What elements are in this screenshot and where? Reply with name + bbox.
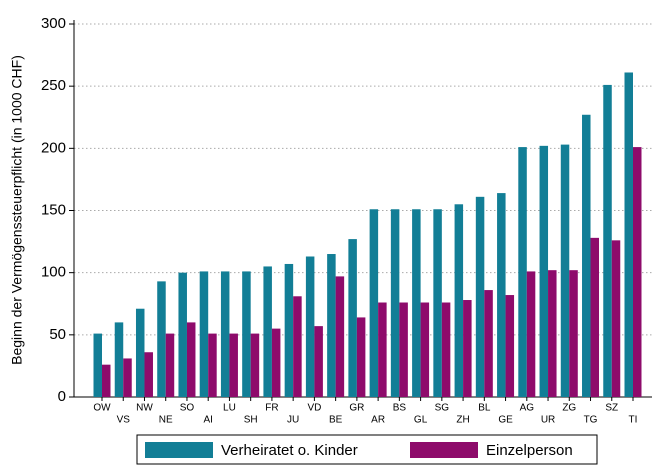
- y-tick-label: 100: [41, 264, 66, 281]
- bar: [497, 193, 506, 397]
- x-tick-label: SG: [435, 403, 450, 414]
- bar: [518, 147, 527, 397]
- x-tick-label: TI: [629, 415, 638, 426]
- bar: [144, 352, 153, 397]
- bar: [475, 196, 485, 397]
- bar: [441, 302, 451, 397]
- x-tick-label: BS: [393, 403, 407, 414]
- x-tick-label: TG: [584, 415, 598, 426]
- x-tick-label: VS: [117, 415, 131, 426]
- bar: [327, 254, 336, 397]
- bar: [263, 266, 272, 397]
- x-tick-label: FR: [265, 403, 278, 414]
- x-tick-label: GR: [349, 403, 364, 414]
- x-tick-label: JU: [287, 415, 299, 426]
- bar: [611, 240, 621, 397]
- bar: [229, 333, 238, 397]
- x-tick-label: OW: [93, 403, 111, 414]
- bar: [539, 145, 549, 397]
- bar: [123, 358, 132, 397]
- bar: [242, 271, 251, 397]
- y-tick-label: 0: [58, 388, 66, 405]
- bar: [582, 114, 591, 397]
- bar: [412, 209, 421, 397]
- x-tick-label: BE: [329, 415, 343, 426]
- x-tick-label: NE: [159, 415, 173, 426]
- y-tick-label: 150: [41, 201, 66, 218]
- bar: [157, 281, 166, 397]
- bar: [284, 263, 294, 397]
- x-tick-label: AI: [203, 415, 212, 426]
- x-tick-label: UR: [541, 415, 555, 426]
- bar: [356, 317, 366, 397]
- bar: [505, 295, 515, 397]
- bar: [335, 276, 345, 397]
- bar: [590, 237, 600, 397]
- x-tick-label: AR: [371, 415, 385, 426]
- bar: [114, 322, 124, 397]
- bar: [135, 308, 145, 397]
- bar: [390, 209, 400, 397]
- bar: [378, 302, 387, 397]
- bar: [271, 328, 281, 397]
- x-tick-label: ZH: [456, 415, 469, 426]
- x-tick-label: GE: [498, 415, 513, 426]
- bar: [603, 84, 612, 397]
- bar: [165, 333, 175, 397]
- x-tick-label: ZG: [562, 403, 576, 414]
- y-axis-label: Beginn der Vermögenssteuerpflicht (in 10…: [9, 55, 25, 365]
- y-tick-label: 200: [41, 139, 66, 156]
- legend-box: [136, 434, 598, 465]
- bar: [348, 239, 357, 397]
- x-tick-label: SO: [180, 403, 195, 414]
- legend-label: Einzelperson: [486, 442, 573, 459]
- y-tick-label: 300: [41, 15, 66, 32]
- legend-swatch: [145, 442, 213, 458]
- x-tick-label: AG: [520, 403, 535, 414]
- bar: [399, 302, 408, 397]
- bar: [463, 300, 472, 397]
- bar: [220, 271, 230, 397]
- bar: [199, 271, 209, 397]
- x-tick-label: SH: [244, 415, 258, 426]
- x-tick-label: BL: [478, 403, 491, 414]
- bar: [305, 256, 315, 397]
- bar: [250, 333, 260, 397]
- x-tick-label: NW: [136, 403, 153, 414]
- bar: [102, 364, 111, 397]
- bar: [420, 302, 430, 397]
- bar: [178, 272, 187, 397]
- bar: [93, 333, 102, 397]
- bar: [624, 72, 633, 398]
- legend-label: Verheiratet o. Kinder: [221, 442, 358, 459]
- bar: [569, 270, 578, 397]
- bar: [484, 290, 493, 397]
- legend-swatch: [410, 442, 478, 458]
- y-tick-label: 50: [49, 326, 66, 343]
- bar: [548, 270, 557, 397]
- bar: [369, 209, 379, 397]
- bar: [186, 322, 196, 397]
- bar: [560, 144, 570, 397]
- bar: [314, 326, 323, 397]
- bar: [208, 333, 217, 397]
- bar: [526, 271, 536, 397]
- bar: [454, 204, 464, 397]
- x-tick-label: LU: [223, 403, 236, 414]
- bar: [293, 296, 302, 397]
- bar: [433, 209, 442, 397]
- bar: [633, 147, 642, 397]
- x-tick-label: GL: [414, 415, 428, 426]
- y-tick-label: 250: [41, 77, 66, 94]
- x-tick-label: SZ: [605, 403, 618, 414]
- x-tick-label: VD: [307, 403, 321, 414]
